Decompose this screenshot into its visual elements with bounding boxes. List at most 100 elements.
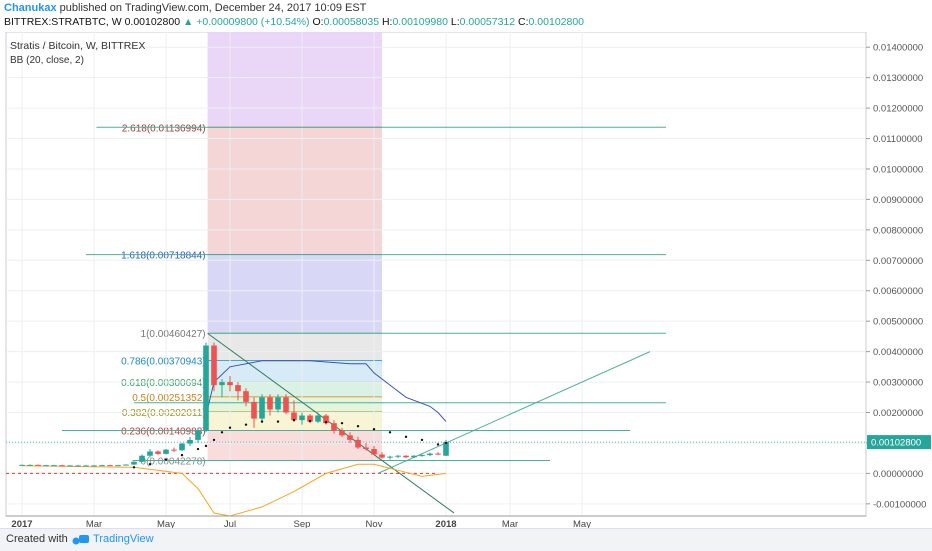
fib-level-label: 1(0.00460427) <box>141 329 206 340</box>
tradingview-brand-link[interactable]: TradingView <box>93 533 154 545</box>
candle-body <box>123 464 129 466</box>
candle-body <box>43 465 49 467</box>
fib-zone <box>207 32 382 128</box>
price-tick-label: -0.00100000 <box>873 499 926 510</box>
candle-body <box>139 455 145 462</box>
candle-body <box>211 345 217 386</box>
sar-dot <box>228 426 232 429</box>
candle-body <box>243 391 249 402</box>
high-value: 0.00109980 <box>392 16 448 28</box>
fib-zone <box>207 127 382 255</box>
time-tick-label: May <box>157 519 175 528</box>
low-label: L: <box>450 16 460 28</box>
high-label: H: <box>381 16 393 28</box>
candle-body <box>203 345 209 431</box>
drawn-lines[interactable] <box>6 126 666 514</box>
time-axis[interactable]: 2017 Mar May Jul Sep Nov 2018 Mar May <box>6 515 866 528</box>
sar-dot <box>212 438 216 442</box>
sar-dot <box>444 441 448 445</box>
tradingview-logo-icon <box>72 535 89 545</box>
fib-level-label: 0.786(0.00370943) <box>121 356 206 367</box>
symbol-name: BITTREX:STRATBTC, W <box>4 16 122 28</box>
candle-body <box>235 385 241 392</box>
sar-dots <box>132 418 448 469</box>
sar-dot <box>164 458 168 461</box>
fib-zone <box>207 396 382 412</box>
candle-body <box>347 435 353 440</box>
price-tick-label: 0.00300000 <box>873 378 923 389</box>
bb-lower-band <box>21 463 447 517</box>
candle-body <box>227 382 233 386</box>
published-info: Chanukax published on TradingView.com, D… <box>4 2 366 14</box>
sar-dot <box>204 444 208 448</box>
fib-level-label: 1.618(0.00718844) <box>121 251 206 262</box>
candle-body <box>51 465 57 467</box>
candle-body <box>83 465 89 467</box>
chart-title: Stratis / Bitcoin, W, BITTREX <box>10 40 145 52</box>
price-tick-label: 0.01000000 <box>873 164 923 175</box>
fibonacci-retracement[interactable]: 2.618(0.01136994) 1.618(0.00718844) 1(0.00… <box>121 32 382 468</box>
open-value: 0.00058035 <box>323 16 380 28</box>
candle-body <box>371 449 377 455</box>
price-tick-label: 0.00000000 <box>873 469 923 480</box>
candle-body <box>395 455 401 457</box>
author-link[interactable]: Chanukax <box>4 2 57 14</box>
candle-body <box>363 447 369 450</box>
candle-body <box>339 430 345 436</box>
time-tick-label: Sep <box>294 519 311 528</box>
sar-dot <box>276 420 280 423</box>
fib-zone <box>207 430 382 461</box>
candle-body <box>435 453 441 455</box>
time-tick-label: Jul <box>224 519 236 528</box>
candle-body <box>307 415 313 422</box>
candle-body <box>19 464 25 466</box>
published-text: published on TradingView.com, December 2… <box>59 2 367 14</box>
close-value: 0.00102800 <box>528 16 585 28</box>
fib-zone <box>207 360 382 382</box>
fib-level-label: 2.618(0.01136994) <box>122 123 206 134</box>
candle-body <box>291 412 297 421</box>
sar-dot <box>244 423 248 426</box>
price-axis[interactable]: 0.01400000 0.01300000 0.01200000 0.01100000… <box>6 43 931 511</box>
candle-body <box>251 401 257 419</box>
candle-body <box>299 415 305 421</box>
price-tick-label: 0.00400000 <box>873 347 923 358</box>
candle-body <box>419 455 425 457</box>
footer-bar: Created with TradingView <box>0 528 932 551</box>
sar-dot <box>132 466 136 469</box>
candle-body <box>323 415 329 424</box>
candle-body <box>195 430 201 440</box>
price-tick-label: 0.00800000 <box>873 225 923 236</box>
price-tick-label: 0.01100000 <box>873 134 923 145</box>
trend-line[interactable] <box>377 351 651 474</box>
low-value: 0.00057312 <box>459 16 516 28</box>
price-chart[interactable]: 2.618(0.01136994) 1.618(0.00718844) 1(0.00… <box>0 32 932 528</box>
sar-dot <box>260 420 264 423</box>
price-tick-label: 0.00900000 <box>873 195 923 206</box>
indicator-label: BB (20, close, 2) <box>10 55 84 66</box>
candle-body <box>163 449 169 454</box>
close-label: C: <box>518 16 529 28</box>
candle-body <box>267 397 273 410</box>
sar-dot <box>372 428 376 431</box>
candle-body <box>315 415 321 422</box>
candle-body <box>27 464 33 466</box>
candle-body <box>99 465 105 467</box>
candle-body <box>59 465 65 467</box>
sar-dot <box>356 425 360 428</box>
header-bar: Chanukax published on TradingView.com, D… <box>0 0 932 32</box>
sar-dot <box>292 418 296 422</box>
candle-body <box>171 449 177 451</box>
fib-zone <box>207 381 382 397</box>
bollinger-bands <box>21 360 447 517</box>
fib-level-label: 0.382(0.00202011) <box>122 408 206 419</box>
fib-level-label: 0.236(0.00140983) <box>121 426 206 437</box>
time-tick-label: May <box>573 519 591 528</box>
created-with-text: Created with <box>6 533 68 545</box>
candle-body <box>427 453 433 456</box>
price-tick-label: 0.01200000 <box>873 104 923 115</box>
candle-body <box>259 397 265 419</box>
candle-body <box>75 465 81 467</box>
candle-body <box>443 442 449 456</box>
last-price-label: 0.00102800 <box>871 438 921 449</box>
